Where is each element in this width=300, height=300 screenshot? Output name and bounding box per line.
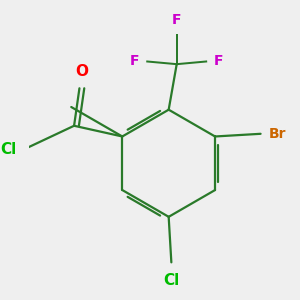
- Text: F: F: [214, 55, 224, 68]
- Text: F: F: [172, 13, 182, 27]
- Text: Br: Br: [268, 127, 286, 141]
- Text: Cl: Cl: [0, 142, 16, 158]
- Text: O: O: [76, 64, 88, 79]
- Text: F: F: [130, 55, 139, 68]
- Text: Cl: Cl: [163, 273, 179, 288]
